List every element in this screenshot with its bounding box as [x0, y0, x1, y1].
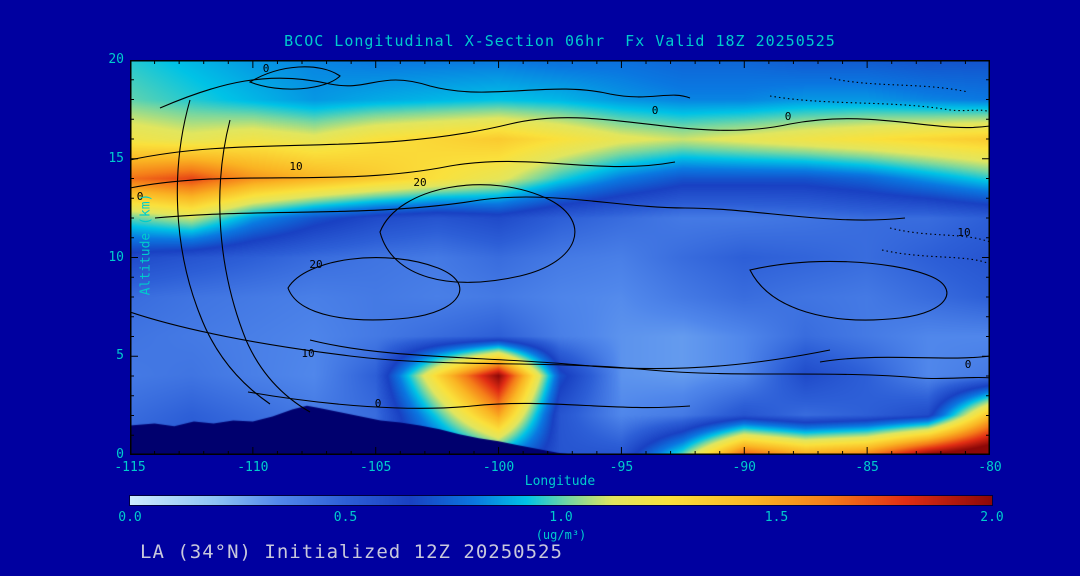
contour-label: 10: [301, 347, 314, 360]
plot-area: 0 0 0 10 20 0 20 10 0 0 10: [130, 60, 990, 455]
x-tick-label: -95: [609, 460, 634, 475]
contour-label: 0: [652, 104, 659, 117]
contour-path: [130, 160, 676, 189]
concentration-heatmap: [130, 60, 990, 455]
x-tick-label: -90: [732, 460, 757, 475]
contour-label: 10: [957, 226, 970, 239]
colorbar-gradient: [129, 495, 993, 506]
colorbar-tick-label: 1.5: [764, 510, 789, 525]
y-tick-label: 15: [108, 150, 124, 166]
contour-path: [881, 249, 990, 265]
contour-path: [176, 99, 271, 405]
contour-path: [889, 227, 990, 243]
y-axis-title: Altitude (km): [138, 193, 154, 296]
x-tick-label: -85: [855, 460, 879, 475]
contour-label: 10: [289, 160, 302, 173]
contour-label: 0: [137, 190, 144, 203]
contour-path: [769, 95, 990, 113]
contour-path: [749, 260, 948, 321]
contour-path: [159, 77, 691, 109]
contour-label: 20: [413, 176, 426, 189]
contour-label: 0: [785, 110, 792, 123]
colorbar-tick-label: 0.0: [118, 510, 142, 525]
y-tick-label: 5: [116, 348, 124, 364]
x-tick-label: -105: [360, 460, 392, 475]
y-tick-label: 20: [108, 52, 124, 67]
contour-label: 0: [965, 358, 972, 371]
contour-path: [287, 257, 461, 321]
x-tick-label: -110: [237, 460, 269, 475]
colorbar-units-label: (ug/m³): [535, 528, 587, 542]
x-tick-label: -115: [114, 460, 146, 475]
y-tick-label: 0: [116, 447, 124, 462]
contour-overlay: 0 0 0 10 20 0 20 10 0 0 10: [130, 60, 990, 455]
contour-path: [829, 77, 969, 93]
x-tick-label: -100: [482, 460, 515, 475]
contour-path: [248, 66, 341, 90]
plot-frame: [130, 60, 990, 455]
init-info-text: LA (34°N) Initialized 12Z 20250525: [140, 541, 563, 563]
y-tick-label: 10: [108, 249, 124, 265]
colorbar-tick-label: 0.5: [333, 510, 358, 525]
colorbar-tick-label: 1.0: [549, 510, 573, 525]
contour-path: [130, 117, 990, 161]
chart-title: BCOC Longitudinal X-Section 06hr Fx Vali…: [284, 32, 836, 50]
contour-label: 0: [263, 62, 270, 75]
contour-lines: 0 0 0 10 20 0 20 10 0 0 10: [130, 62, 990, 413]
contour-path: [819, 355, 990, 363]
x-axis-title: Longitude: [524, 474, 596, 489]
contour-path: [154, 196, 906, 221]
contour-label: 20: [309, 258, 322, 271]
contour-path: [247, 391, 691, 409]
contour-label: 0: [375, 397, 382, 410]
contour-path: [130, 311, 990, 380]
x-tick-label: -80: [978, 460, 1002, 475]
colorbar-tick-label: 2.0: [980, 510, 1004, 525]
contour-path: [309, 339, 831, 370]
contour-path: [219, 119, 311, 413]
contour-path: [379, 184, 576, 283]
